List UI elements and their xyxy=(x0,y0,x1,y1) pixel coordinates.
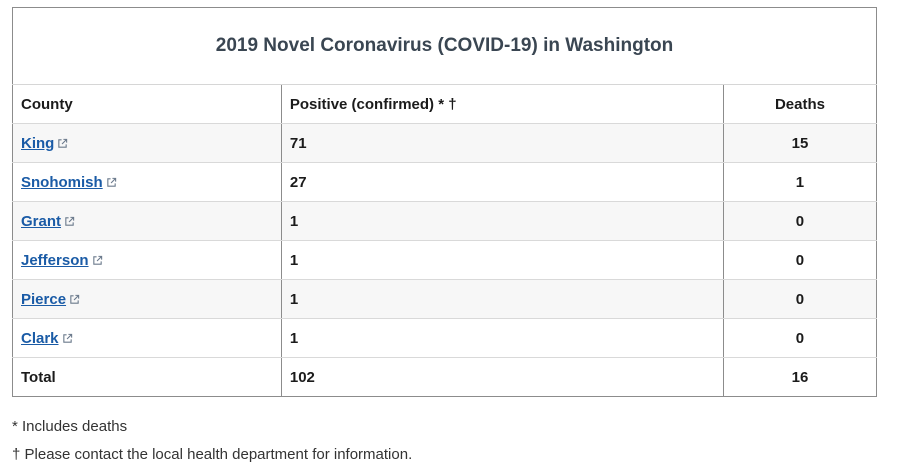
positive-cell: 1 xyxy=(280,318,724,358)
header-positive: Positive (confirmed) * † xyxy=(280,84,724,124)
county-cell: Jefferson xyxy=(12,240,282,280)
deaths-cell: 1 xyxy=(722,162,878,202)
total-positive: 102 xyxy=(280,357,724,397)
table-row: King 71 15 xyxy=(12,123,878,163)
covid-table: 2019 Novel Coronavirus (COVID-19) in Was… xyxy=(12,7,878,397)
county-link-grant[interactable]: Grant xyxy=(21,213,75,230)
county-cell: Pierce xyxy=(12,279,282,319)
external-link-icon xyxy=(70,294,80,304)
county-link-king[interactable]: King xyxy=(21,135,68,152)
footnote-asterisk: * Includes deaths xyxy=(12,418,128,435)
table-row: Grant 1 0 xyxy=(12,201,878,241)
positive-cell: 71 xyxy=(280,123,724,163)
table-row: Jefferson 1 0 xyxy=(12,240,878,280)
county-name: King xyxy=(21,134,55,152)
county-link-snohomish[interactable]: Snohomish xyxy=(21,174,117,191)
table-header-row: County Positive (confirmed) * † Deaths xyxy=(12,84,878,124)
deaths-cell: 0 xyxy=(722,318,878,358)
county-name: Pierce xyxy=(21,290,67,308)
external-link-icon xyxy=(106,177,116,187)
positive-cell: 1 xyxy=(280,279,724,319)
county-link-pierce[interactable]: Pierce xyxy=(21,291,80,308)
deaths-cell: 15 xyxy=(722,123,878,163)
footnotes: * Includes deaths † Please contact the l… xyxy=(12,418,412,470)
deaths-cell: 0 xyxy=(722,240,878,280)
county-name: Clark xyxy=(21,329,59,347)
county-name: Snohomish xyxy=(21,173,103,191)
county-link-clark[interactable]: Clark xyxy=(21,330,73,347)
total-row: Total 102 16 xyxy=(12,357,878,397)
external-link-icon xyxy=(65,216,75,226)
external-link-icon xyxy=(92,255,102,265)
header-deaths: Deaths xyxy=(722,84,878,124)
total-label: Total xyxy=(12,357,282,397)
county-link-jefferson[interactable]: Jefferson xyxy=(21,252,103,269)
positive-cell: 27 xyxy=(280,162,724,202)
table-row: Pierce 1 0 xyxy=(12,279,878,319)
footnote-dagger: † Please contact the local health depart… xyxy=(12,446,413,463)
deaths-cell: 0 xyxy=(722,201,878,241)
table-title-row: 2019 Novel Coronavirus (COVID-19) in Was… xyxy=(12,7,877,85)
table-title: 2019 Novel Coronavirus (COVID-19) in Was… xyxy=(12,7,877,85)
county-cell: King xyxy=(12,123,282,163)
county-name: Jefferson xyxy=(21,251,89,269)
positive-cell: 1 xyxy=(280,201,724,241)
positive-cell: 1 xyxy=(280,240,724,280)
county-cell: Snohomish xyxy=(12,162,282,202)
table-row: Clark 1 0 xyxy=(12,318,878,358)
table-row: Snohomish 27 1 xyxy=(12,162,878,202)
county-cell: Grant xyxy=(12,201,282,241)
total-deaths: 16 xyxy=(722,357,878,397)
deaths-cell: 0 xyxy=(722,279,878,319)
county-name: Grant xyxy=(21,212,62,230)
county-cell: Clark xyxy=(12,318,282,358)
external-link-icon xyxy=(58,138,68,148)
external-link-icon xyxy=(62,333,72,343)
header-county: County xyxy=(12,84,282,124)
